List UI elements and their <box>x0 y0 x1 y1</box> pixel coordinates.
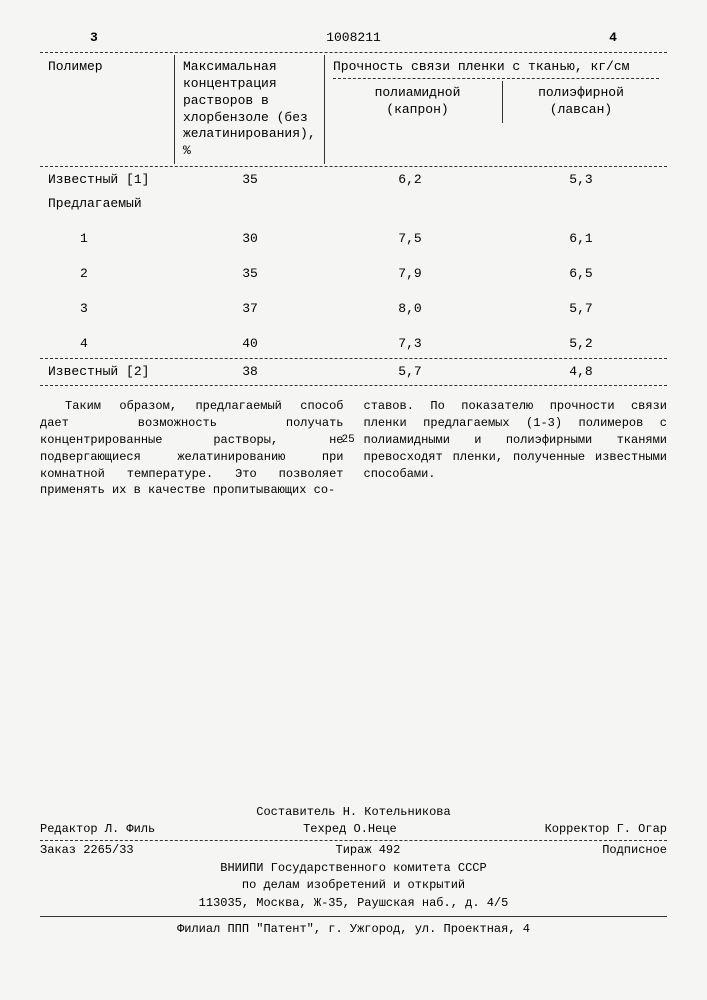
body-left-paragraph: Таким образом, предлагаемый способ дает … <box>40 398 344 499</box>
table-cell-polyether <box>495 194 667 215</box>
table-cell-concentration: 30 <box>175 229 325 250</box>
footer-address1: 113035, Москва, Ж-35, Раушская наб., д. … <box>40 896 667 912</box>
table-row: Известный [2]385,74,8 <box>40 362 667 383</box>
table-subheader-polyether: полиэфирной (лавсан) <box>503 81 659 123</box>
table-cell-polyamid: 6,2 <box>325 170 495 191</box>
table-subheader-polyamid: полиамидной (капрон) <box>333 81 503 123</box>
footer-compiler: Составитель Н. Котельникова <box>40 805 667 821</box>
table-cell-polymer: 3 <box>40 299 175 320</box>
table-cell-polyether: 5,7 <box>495 299 667 320</box>
table-cell-polyamid <box>325 194 495 215</box>
table-cell-concentration: 38 <box>175 362 325 383</box>
table-cell-polyether: 6,5 <box>495 264 667 285</box>
table-header-polymer: Полимер <box>40 55 175 164</box>
footer-techred: Техред О.Неце <box>303 822 397 838</box>
table-header-concentration: Максимальная концентрация растворов в хл… <box>175 55 325 164</box>
table-row: Предлагаемый <box>40 194 667 215</box>
table-cell-polyamid: 7,9 <box>325 264 495 285</box>
page-number-right: 4 <box>609 30 617 47</box>
table-row: 3378,05,7 <box>40 299 667 320</box>
footer-subscription: Подписное <box>602 843 667 859</box>
table-row: 4407,35,2 <box>40 334 667 355</box>
table-row: 1307,56,1 <box>40 229 667 250</box>
table-cell-concentration: 35 <box>175 264 325 285</box>
table-header-strength: Прочность связи пленки с тканью, кг/см <box>333 59 659 76</box>
table-cell-polymer: Известный [2] <box>40 362 175 383</box>
data-table: Полимер Максимальная концентрация раство… <box>40 52 667 387</box>
footer-org2: по делам изобретений и открытий <box>40 878 667 894</box>
table-cell-polyamid: 7,3 <box>325 334 495 355</box>
table-cell-polymer: Известный [1] <box>40 170 175 191</box>
footer-order: Заказ 2265/33 <box>40 843 134 859</box>
table-cell-polyether: 6,1 <box>495 229 667 250</box>
document-footer: Составитель Н. Котельникова Редактор Л. … <box>40 803 667 940</box>
footer-corrector: Корректор Г. Огар <box>545 822 667 838</box>
page-header: 3 1008211 4 <box>40 30 667 47</box>
table-row: Известный [1]356,25,3 <box>40 170 667 191</box>
footer-editor: Редактор Л. Филь <box>40 822 155 838</box>
footer-org1: ВНИИПИ Государственного комитета СССР <box>40 861 667 877</box>
patent-number: 1008211 <box>326 30 381 47</box>
table-cell-polyether: 4,8 <box>495 362 667 383</box>
page-number-left: 3 <box>90 30 98 47</box>
footer-branch: Филиал ППП "Патент", г. Ужгород, ул. Про… <box>40 922 667 938</box>
table-cell-concentration: 35 <box>175 170 325 191</box>
table-cell-polymer: Предлагаемый <box>40 194 175 215</box>
table-cell-concentration: 40 <box>175 334 325 355</box>
table-cell-concentration: 37 <box>175 299 325 320</box>
table-cell-concentration <box>175 194 325 215</box>
body-right-paragraph: ставов. По показателю прочности связи пл… <box>364 398 668 482</box>
table-cell-polyamid: 8,0 <box>325 299 495 320</box>
table-cell-polymer: 1 <box>40 229 175 250</box>
table-cell-polyether: 5,3 <box>495 170 667 191</box>
table-cell-polyether: 5,2 <box>495 334 667 355</box>
table-row: 2357,96,5 <box>40 264 667 285</box>
table-cell-polyamid: 7,5 <box>325 229 495 250</box>
table-cell-polyamid: 5,7 <box>325 362 495 383</box>
body-text: Таким образом, предлагаемый способ дает … <box>40 398 667 499</box>
table-cell-polymer: 2 <box>40 264 175 285</box>
line-number-marker: 25 <box>342 433 355 448</box>
table-cell-polymer: 4 <box>40 334 175 355</box>
footer-circulation: Тираж 492 <box>336 843 401 859</box>
